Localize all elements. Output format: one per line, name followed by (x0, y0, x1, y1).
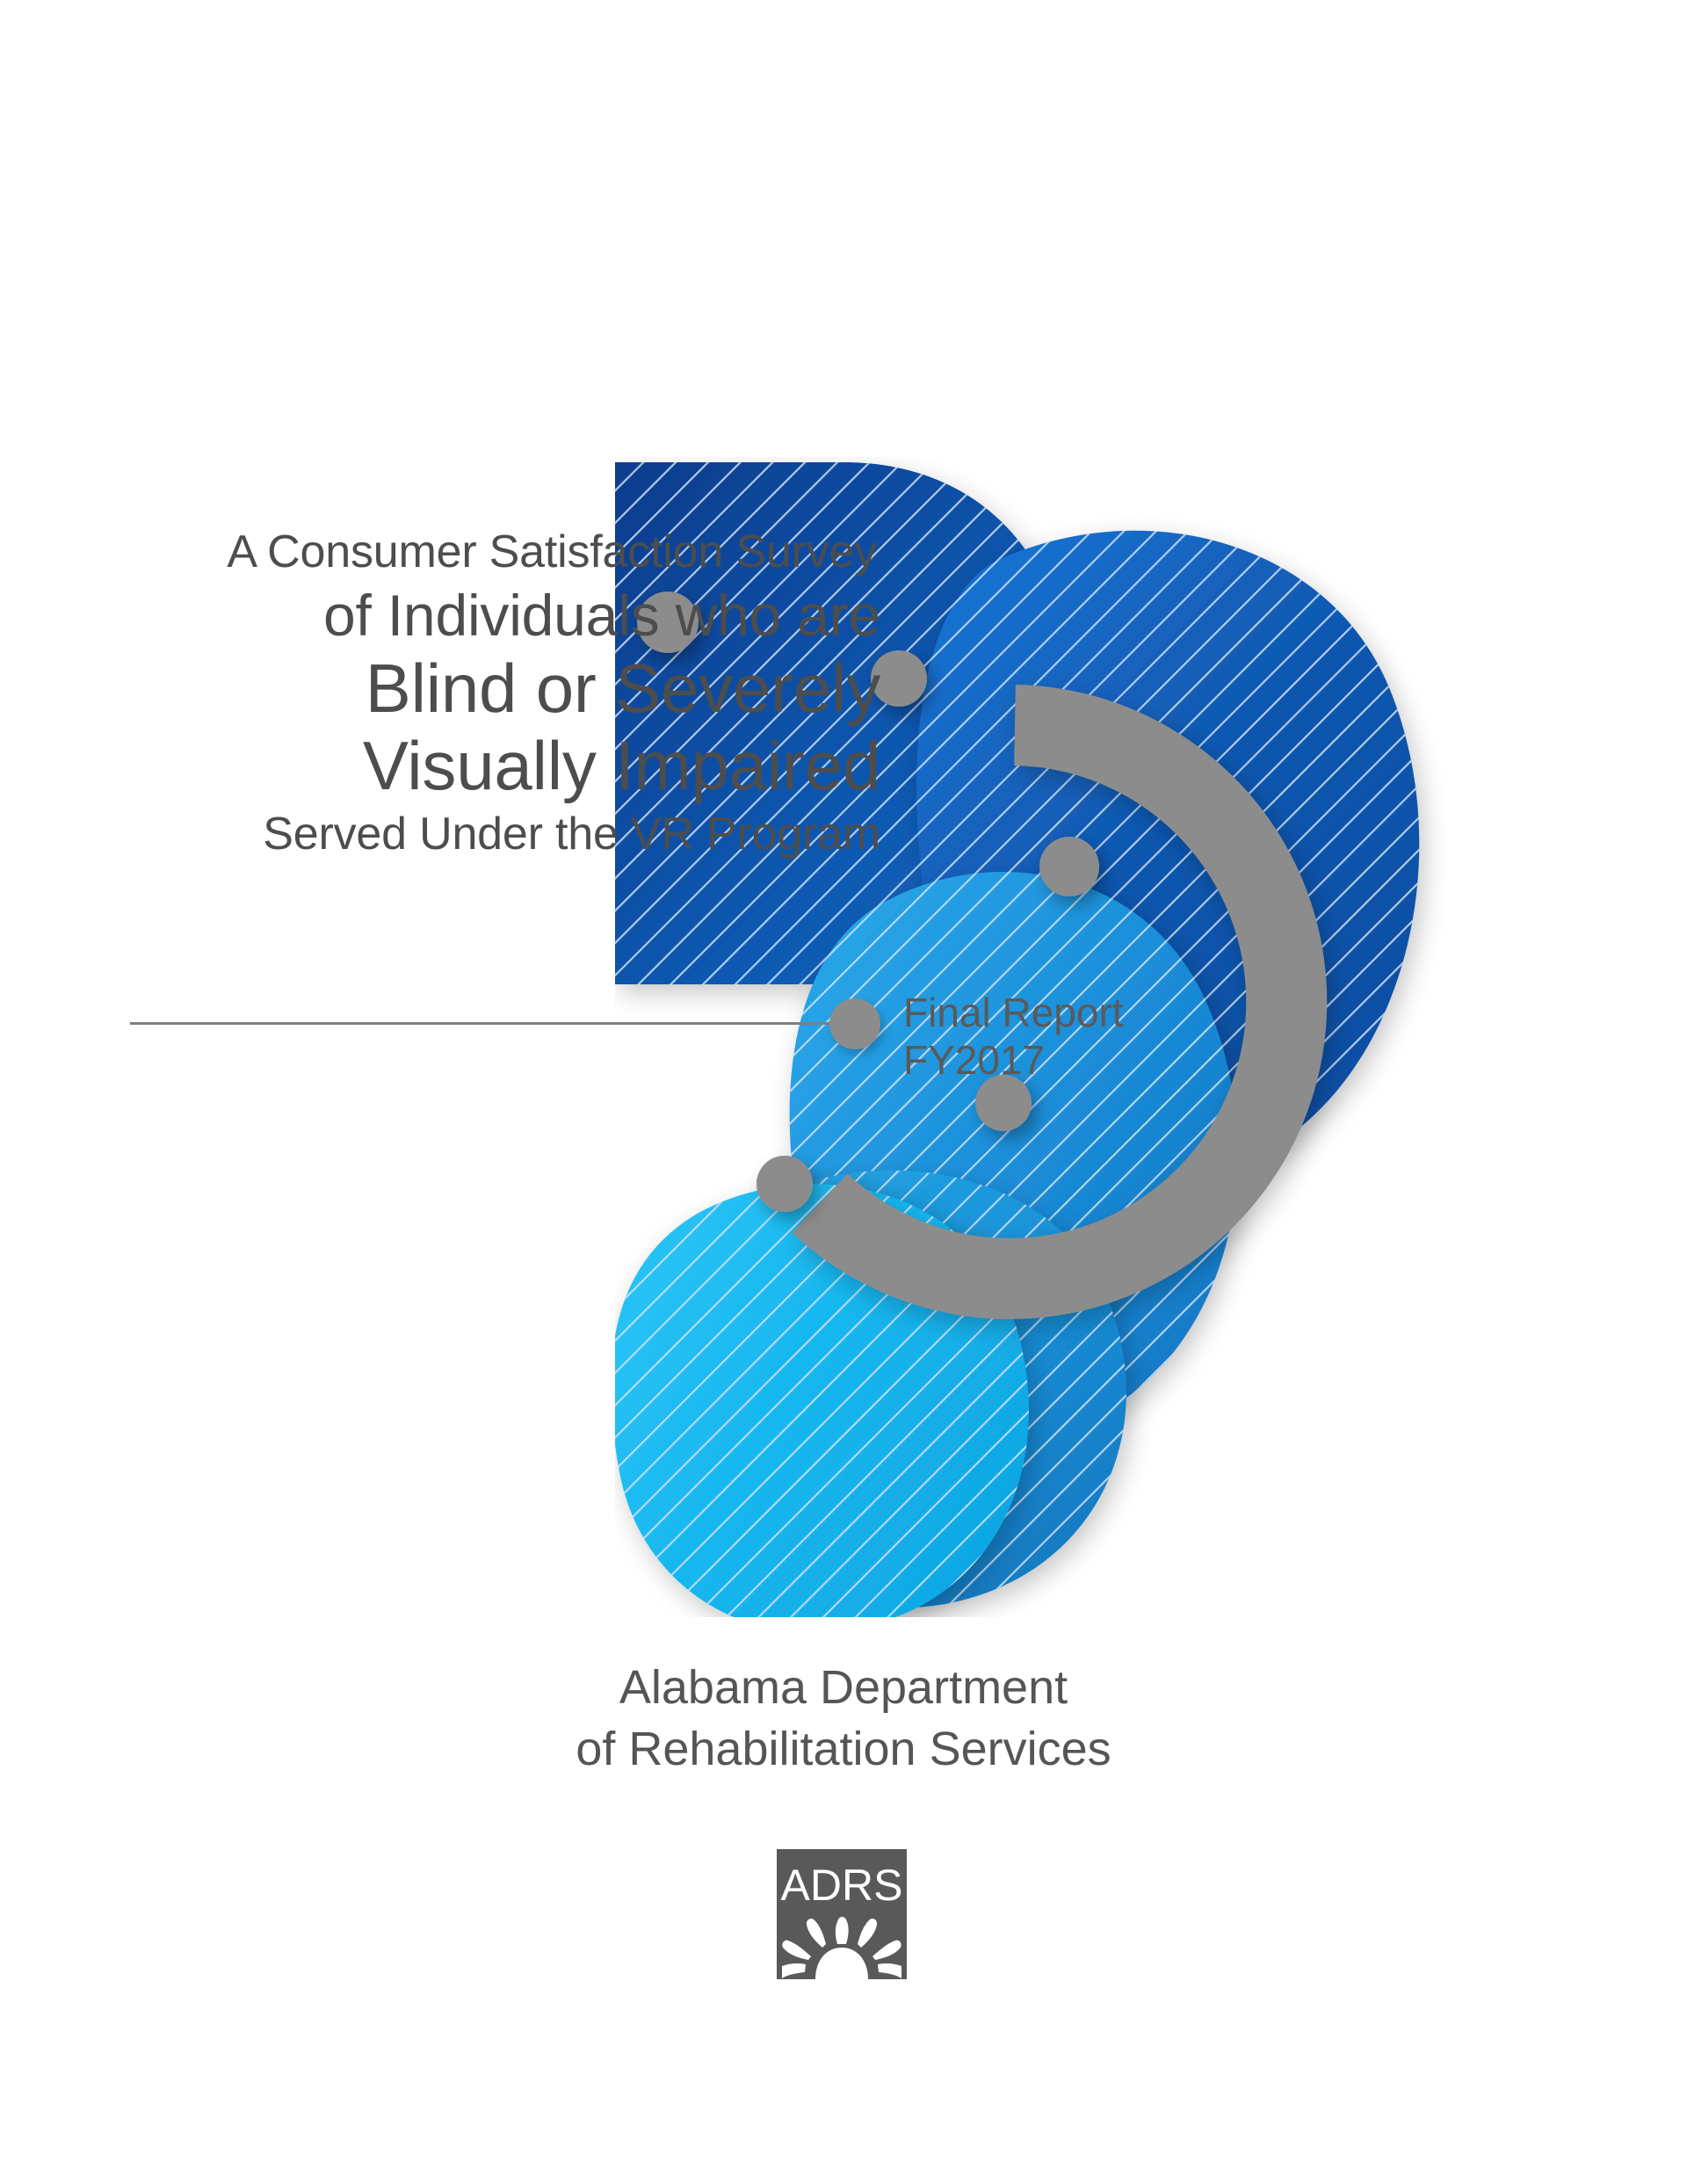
title-line-2: of Individuals who are (323, 583, 880, 648)
title-line-5: Served Under the VR Program (263, 809, 880, 860)
adrs-sunburst-mark (782, 1917, 901, 1979)
organization-line-2: of Rehabilitation Services (576, 1723, 1111, 1775)
petal-bottom-right (692, 1170, 1126, 1608)
dot-bottom-center (757, 1156, 813, 1212)
dot-right (1039, 837, 1099, 896)
report-label-line-1: Final Report (903, 990, 1124, 1035)
title-line-1: A Consumer Satisfaction Survey (227, 526, 877, 577)
report-label-line-2: FY2017 (903, 1037, 1046, 1083)
organization-name: Alabama Department of Rehabilitation Ser… (0, 1657, 1687, 1780)
organization-line-1: Alabama Department (619, 1661, 1068, 1714)
title-line-4: Visually Impaired (362, 727, 880, 804)
title-divider-rule (130, 1022, 840, 1025)
petal-bottom-left (615, 1184, 1029, 1617)
title-line-3: Blind or Severely (365, 649, 880, 727)
rule-end-dot-icon (829, 998, 880, 1049)
report-label: Final Report FY2017 (903, 989, 1124, 1084)
page-title: A Consumer Satisfaction Survey of Indivi… (0, 523, 887, 864)
adrs-logo-text: ADRS (781, 1861, 903, 1910)
adrs-logo-icon: ADRS (777, 1849, 907, 1979)
petal-right (789, 872, 1238, 1440)
